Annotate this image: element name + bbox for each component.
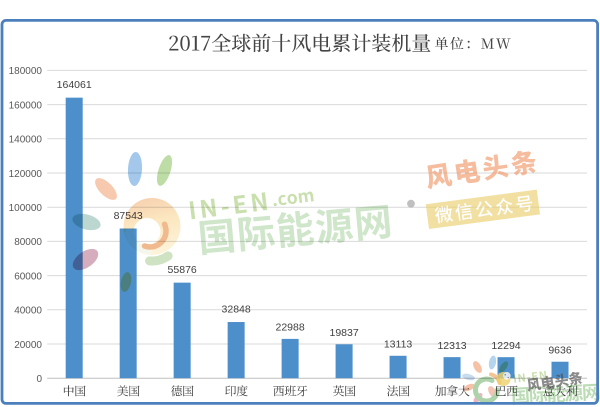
svg-text:19837: 19837 (329, 327, 358, 339)
svg-text:100000: 100000 (9, 203, 43, 214)
svg-text:22988: 22988 (276, 322, 305, 334)
svg-text:9636: 9636 (548, 344, 572, 356)
svg-text:60000: 60000 (14, 271, 42, 282)
svg-text:120000: 120000 (9, 169, 43, 180)
svg-text:140000: 140000 (9, 135, 43, 146)
svg-text:164061: 164061 (57, 79, 92, 91)
svg-text:40000: 40000 (14, 306, 42, 317)
svg-text:20000: 20000 (14, 340, 42, 351)
svg-text:180000: 180000 (9, 66, 43, 77)
svg-text:32848: 32848 (222, 303, 251, 315)
svg-text:160000: 160000 (9, 100, 43, 111)
svg-text:12294: 12294 (491, 340, 520, 352)
svg-text:0: 0 (36, 374, 42, 385)
svg-text:55876: 55876 (168, 264, 197, 276)
svg-text:80000: 80000 (14, 237, 42, 248)
svg-text:13113: 13113 (384, 338, 413, 350)
svg-text:12313: 12313 (437, 340, 466, 352)
